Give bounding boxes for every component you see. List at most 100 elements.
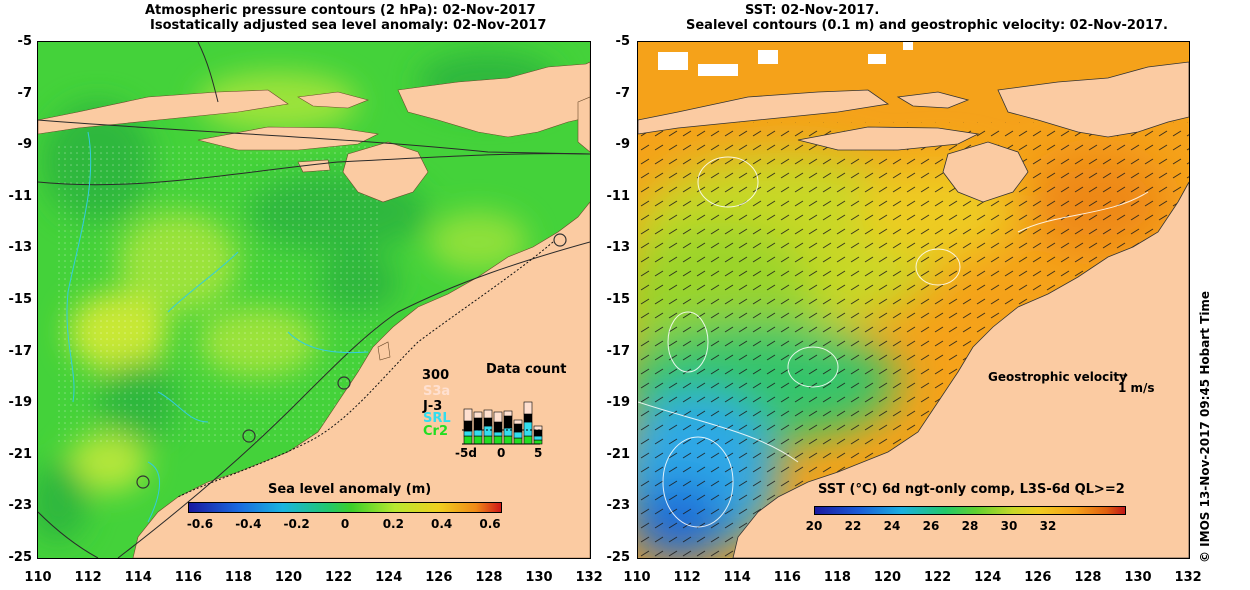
data-count-bar-segment: [533, 439, 543, 445]
y-tick-left: -9: [17, 137, 32, 153]
y-tick-right: -21: [606, 446, 631, 462]
sla-colorbar-tick: 0.4: [431, 517, 453, 531]
sla-colorbar-tick: -0.2: [283, 517, 310, 531]
x-tick-left: 116: [174, 570, 202, 585]
x-tick-left: 130: [525, 570, 553, 585]
x-tick-left: 112: [74, 570, 102, 585]
sst-land: [638, 61, 1189, 558]
data-count-chart: Data count 300 S3a J-3 SRL Cr2 -5d 0 5: [422, 362, 566, 460]
sst-map-svg: [638, 42, 1189, 558]
sst-colorbar-tick: 28: [961, 519, 979, 533]
x-tick-right: 122: [924, 570, 952, 585]
data-count-bar-segment: [473, 411, 483, 419]
data-count-bar-segment: [523, 401, 533, 415]
data-count-max-label: 300: [422, 368, 449, 383]
data-count-bar-segment: [503, 410, 513, 417]
sst-map: Geostrophic velocity → 1 m/s SST (°C) 6d…: [637, 41, 1190, 559]
data-count-bar-segment: [533, 429, 543, 437]
sst-colorbar-tick: 26: [922, 519, 940, 533]
data-count-bar-segment: [463, 435, 473, 445]
y-tick-right: -7: [615, 85, 630, 101]
cloud-mask: [658, 42, 913, 76]
y-tick-left: -19: [8, 395, 33, 411]
data-count-bar-segment: [523, 413, 533, 423]
mission-label-cr2: Cr2: [423, 424, 448, 439]
sla-colorbar-label: Sea level anomaly (m): [268, 482, 432, 497]
x-tick-left: 118: [224, 570, 252, 585]
sst-colorbar-gradient: [814, 506, 1126, 515]
data-count-bar-segment: [493, 411, 503, 423]
sst-colorbar-tick: 24: [883, 519, 901, 533]
imos-credit: © IMOS 13-Nov-2017 09:45 Hobart Time: [1198, 290, 1212, 563]
y-tick-left: -5: [17, 34, 32, 49]
data-count-inset: Data count 300 S3a J-3 SRL Cr2 -5d 0 5: [408, 358, 578, 460]
x-tick-left: 126: [425, 570, 453, 585]
sst-colorbar-label: SST (°C) 6d ngt-only comp, L3S-6d QL>=2: [818, 482, 1125, 497]
sla-colorbar-tick: -0.4: [235, 517, 262, 531]
mission-label-srl: SRL: [423, 411, 451, 426]
data-count-bar-segment: [513, 437, 523, 445]
data-count-bar-segment: [503, 435, 513, 445]
sla-colorbar-gradient: [188, 502, 502, 513]
velocity-legend-text: Geostrophic velocity: [988, 370, 1127, 384]
x-tick-right: 118: [823, 570, 851, 585]
data-count-bar-segment: [513, 431, 523, 439]
sla-land: [38, 61, 590, 558]
x-tick-right: 130: [1124, 570, 1152, 585]
y-tick-right: -23: [606, 498, 631, 514]
sla-colorbar: Sea level anomaly (m) -0.6 -0.4 -0.2 0 0.2 0.…: [178, 482, 518, 542]
sst-colorbar-tick: 32: [1039, 519, 1057, 533]
altimeter-tracks: [66, 131, 369, 523]
y-tick-right: -19: [606, 395, 631, 411]
y-tick-right: -11: [606, 188, 631, 204]
y-tick-left: -15: [8, 292, 33, 307]
sst-colorbar-tick: 30: [1000, 519, 1018, 533]
x-tick-left: 124: [375, 570, 403, 585]
data-count-bar-segment: [523, 435, 533, 445]
x-tick-left: 128: [475, 570, 503, 585]
x-tick-left: 132: [575, 570, 603, 585]
data-count-bar-segment: [463, 408, 473, 422]
data-count-bar-segment: [483, 435, 493, 445]
x-tick-right: 116: [773, 570, 801, 585]
sla-colorbar-tick: 0.6: [479, 517, 501, 531]
velocity-legend-unit: 1 m/s: [1118, 381, 1155, 395]
y-tick-left: -21: [8, 446, 33, 462]
right-title-line2: Sealevel contours (0.1 m) and geostrophi…: [686, 18, 1168, 33]
data-count-bar-segment: [483, 425, 493, 437]
x-tick-left: 110: [24, 570, 52, 585]
y-tick-left: -25: [8, 550, 33, 565]
sea-level-anomaly-map: Data count 300 S3a J-3 SRL Cr2 -5d 0 5 S…: [37, 41, 591, 559]
velocity-legend: Geostrophic velocity → 1 m/s: [988, 368, 1168, 400]
x-tick-right: 128: [1074, 570, 1102, 585]
y-tick-left: -17: [8, 343, 33, 359]
data-count-xtick-5: 5: [534, 446, 542, 458]
y-tick-right: -5: [615, 34, 630, 49]
data-count-bar-segment: [483, 417, 493, 427]
data-count-bar-segment: [473, 417, 483, 431]
data-count-bar-segment: [503, 427, 513, 437]
x-tick-right: 126: [1024, 570, 1052, 585]
data-count-bar-segment: [523, 421, 533, 437]
x-tick-right: 124: [974, 570, 1002, 585]
y-tick-right: -9: [615, 137, 630, 153]
data-count-bar-segment: [463, 430, 473, 437]
data-count-bar-segment: [483, 409, 493, 419]
tide-gauges: [136, 233, 567, 489]
x-tick-right: 120: [873, 570, 902, 585]
y-tick-left: -13: [8, 240, 33, 256]
x-tick-left: 120: [274, 570, 303, 585]
y-tick-left: -11: [8, 188, 33, 204]
data-count-bar-segment: [493, 431, 503, 437]
sst-colorbar: SST (°C) 6d ngt-only comp, L3S-6d QL>=2 …: [806, 482, 1148, 542]
y-tick-left: -23: [8, 498, 33, 514]
data-count-bar-segment: [473, 429, 483, 437]
data-count-bar-segment: [533, 425, 543, 431]
data-count-bar-segment: [493, 435, 503, 445]
data-count-bar-segment: [473, 435, 483, 445]
coastal-dotted-line: [177, 241, 554, 498]
data-count-bar-segment: [533, 435, 543, 441]
sst-colorbar-tick: 22: [844, 519, 862, 533]
data-count-bar-segment: [513, 419, 523, 425]
data-count-bar-segment: [513, 423, 523, 433]
